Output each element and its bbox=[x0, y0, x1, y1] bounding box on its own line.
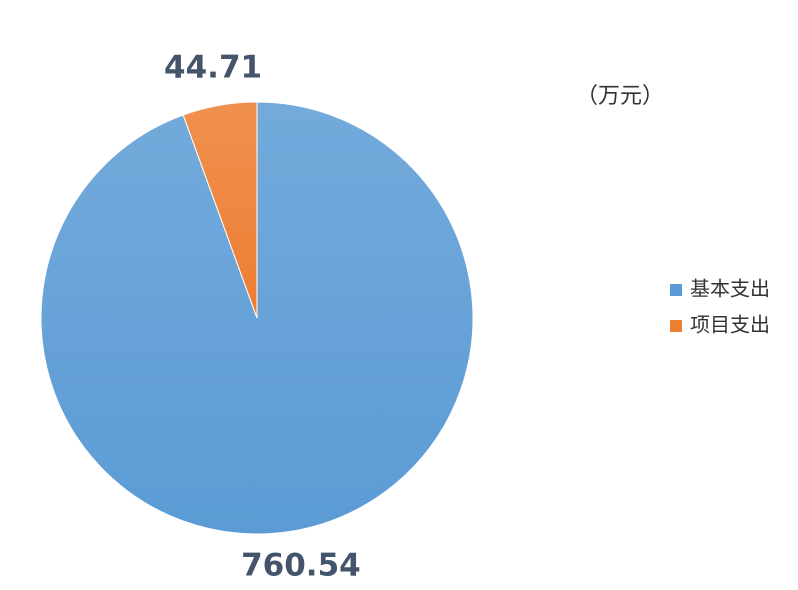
pie-slice bbox=[182, 101, 258, 319]
data-label: 44.71 bbox=[164, 49, 262, 85]
legend-label: 项目支出 bbox=[690, 313, 770, 337]
unit-label: （万元） bbox=[576, 84, 664, 109]
legend-swatch bbox=[670, 284, 682, 296]
legend-label: 基本支出 bbox=[690, 277, 770, 301]
legend-swatch bbox=[670, 320, 682, 332]
data-label: 760.54 bbox=[241, 548, 361, 584]
